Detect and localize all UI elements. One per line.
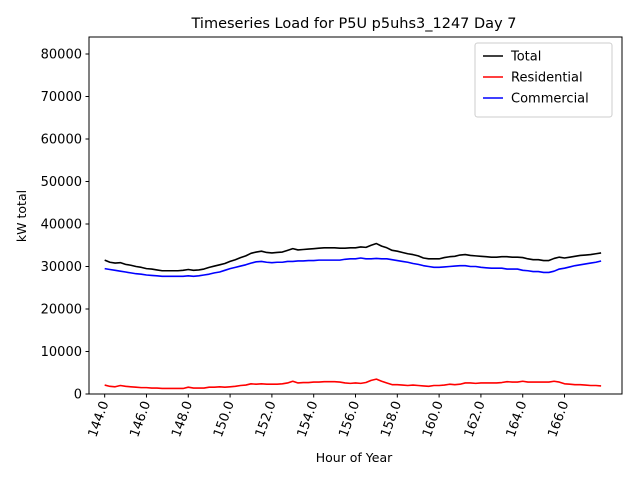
y-axis-label: kW total <box>14 190 29 242</box>
series-lines <box>104 242 602 390</box>
series-line-total <box>104 242 602 272</box>
y-tick-label: 60000 <box>41 133 82 148</box>
legend: Total Residential Commercial <box>474 42 613 118</box>
y-tick-label: 70000 <box>41 90 82 105</box>
y-tick-label: 20000 <box>41 303 82 318</box>
legend-label-residential: Residential <box>511 71 583 86</box>
y-tick-label: 10000 <box>41 345 82 360</box>
series-line-commercial <box>104 257 602 278</box>
chart-title: Timeseries Load for P5U p5uhs3_1247 Day … <box>191 16 517 32</box>
legend-label-commercial: Commercial <box>511 92 589 107</box>
y-tick-label: 30000 <box>41 260 82 275</box>
legend-label-total: Total <box>510 50 541 65</box>
y-axis: 0 10000 20000 30000 40000 50000 60000 70000 8000… <box>41 48 89 403</box>
x-axis-label: Hour of Year <box>316 450 393 465</box>
legend-box <box>474 42 613 118</box>
y-tick-label: 40000 <box>41 218 82 233</box>
series-line-residential <box>104 378 602 390</box>
y-tick-label: 80000 <box>41 48 82 63</box>
y-tick-label: 50000 <box>41 175 82 190</box>
y-tick-label: 0 <box>74 388 82 403</box>
